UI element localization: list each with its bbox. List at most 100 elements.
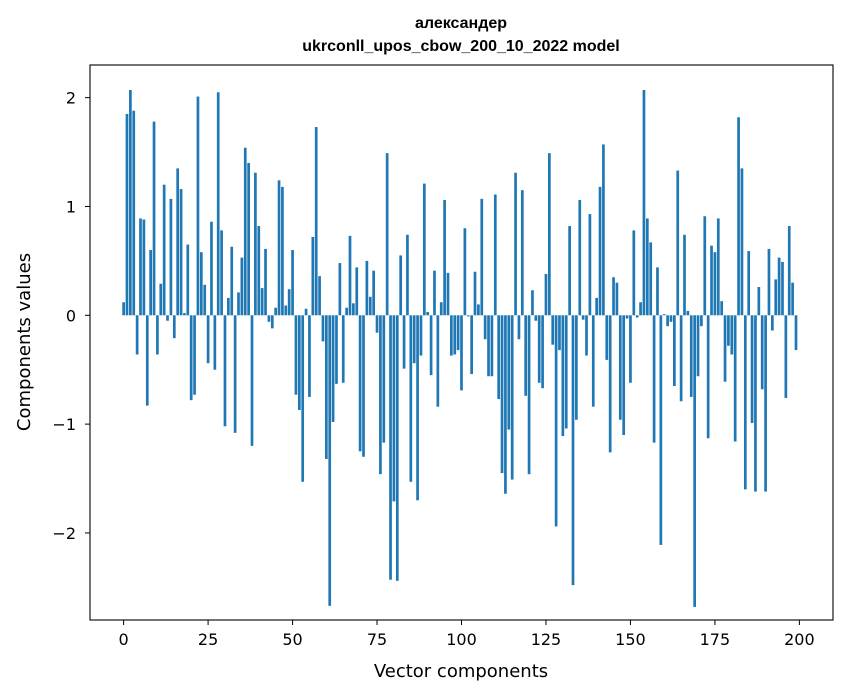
bar-44 xyxy=(270,315,274,329)
bar-165 xyxy=(679,315,683,402)
x-axis-ticks: 0 25 50 75 100 125 150 175 200 xyxy=(119,620,815,649)
bar-159 xyxy=(659,315,663,545)
bar-198 xyxy=(791,282,794,316)
bar-93 xyxy=(436,315,440,407)
bar-126 xyxy=(548,153,551,316)
y-tick-label: 0 xyxy=(66,306,76,325)
bar-10 xyxy=(156,315,159,355)
bar-110 xyxy=(493,194,497,316)
bar-67 xyxy=(348,235,352,316)
bar-27 xyxy=(213,315,217,370)
bar-194 xyxy=(777,257,781,316)
bar-51 xyxy=(294,315,298,395)
bar-164 xyxy=(676,170,680,316)
bar-69 xyxy=(355,267,359,316)
bar-148 xyxy=(622,315,626,435)
y-tick-label: −2 xyxy=(52,524,76,543)
bar-154 xyxy=(642,90,646,316)
bar-146 xyxy=(615,282,619,316)
bar-1 xyxy=(125,113,129,316)
bar-113 xyxy=(504,315,507,494)
bar-96 xyxy=(446,272,450,316)
bar-25 xyxy=(206,315,210,364)
bar-120 xyxy=(527,315,531,475)
bar-188 xyxy=(757,287,761,316)
bar-58 xyxy=(318,276,321,316)
bar-177 xyxy=(720,301,724,316)
bar-161 xyxy=(666,315,669,327)
chart-subtitle: ukrconll_upos_cbow_200_10_2022 model xyxy=(302,38,619,55)
bar-46 xyxy=(277,180,281,316)
bar-11 xyxy=(159,283,163,316)
bar-101 xyxy=(463,228,467,316)
bar-140 xyxy=(595,297,598,316)
bar-135 xyxy=(578,199,582,316)
bar-86 xyxy=(412,315,416,364)
bar-180 xyxy=(730,315,734,355)
bar-73 xyxy=(368,296,372,316)
bar-172 xyxy=(703,216,707,316)
bar-45 xyxy=(274,307,278,316)
bar-20 xyxy=(189,315,193,401)
bar-95 xyxy=(443,199,446,316)
bar-79 xyxy=(389,315,392,580)
bar-199 xyxy=(794,315,798,351)
bar-30 xyxy=(223,315,227,427)
bar-41 xyxy=(260,288,264,316)
bar-59 xyxy=(321,315,325,342)
bar-89 xyxy=(422,183,426,316)
y-axis-label: Components values xyxy=(14,253,35,431)
bar-98 xyxy=(453,315,457,355)
x-tick-label: 175 xyxy=(700,630,731,649)
bar-14 xyxy=(169,198,173,316)
bar-57 xyxy=(314,127,318,316)
bar-3 xyxy=(132,110,136,316)
bar-88 xyxy=(419,315,423,356)
bar-21 xyxy=(193,315,196,395)
bar-40 xyxy=(257,226,261,316)
bar-35 xyxy=(240,257,244,316)
bar-169 xyxy=(693,315,696,607)
bar-147 xyxy=(618,315,622,420)
bar-156 xyxy=(649,242,653,316)
bar-149 xyxy=(625,315,629,319)
bar-52 xyxy=(297,315,301,410)
bar-100 xyxy=(460,315,463,391)
bar-5 xyxy=(139,218,142,316)
bar-155 xyxy=(645,218,649,316)
bar-134 xyxy=(575,315,578,420)
bar-12 xyxy=(162,184,166,316)
bar-123 xyxy=(537,315,541,383)
x-tick-label: 125 xyxy=(531,630,562,649)
bar-72 xyxy=(365,260,369,316)
bar-65 xyxy=(341,315,345,383)
bar-102 xyxy=(466,315,470,317)
bar-153 xyxy=(639,302,642,316)
bar-197 xyxy=(787,226,791,316)
bar-145 xyxy=(612,277,615,316)
bar-121 xyxy=(531,290,534,316)
bar-130 xyxy=(561,315,565,437)
bar-0 xyxy=(122,302,125,316)
bar-104 xyxy=(473,271,477,316)
bar-152 xyxy=(635,315,639,318)
bar-13 xyxy=(166,315,169,321)
bar-124 xyxy=(541,315,544,389)
bar-114 xyxy=(507,315,511,430)
bar-2 xyxy=(129,90,132,316)
bar-32 xyxy=(230,246,234,316)
bar-125 xyxy=(544,273,548,316)
bar-48 xyxy=(284,305,288,316)
bar-9 xyxy=(152,121,156,316)
bar-182 xyxy=(737,117,740,316)
bar-138 xyxy=(588,214,592,316)
bar-195 xyxy=(781,261,784,316)
bar-133 xyxy=(571,315,575,586)
bar-31 xyxy=(227,297,230,316)
bar-63 xyxy=(335,315,338,384)
bar-22 xyxy=(196,96,200,316)
x-tick-label: 25 xyxy=(198,630,218,649)
bar-129 xyxy=(558,315,561,351)
bar-43 xyxy=(267,315,271,322)
